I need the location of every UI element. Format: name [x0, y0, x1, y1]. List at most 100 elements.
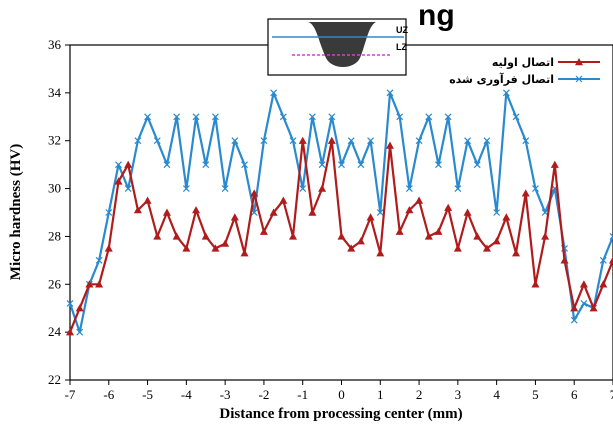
- data-point-cross: [308, 113, 316, 121]
- data-point-triangle: [415, 196, 424, 204]
- x-axis-title: Distance from processing center (mm): [219, 406, 462, 422]
- data-point-triangle: [124, 160, 133, 168]
- data-point-cross: [202, 161, 210, 169]
- data-point-triangle: [560, 256, 569, 264]
- inset-label-uz: UZ: [396, 25, 408, 35]
- data-point-triangle: [308, 208, 317, 216]
- y-tick-label: 26: [48, 276, 62, 291]
- legend-marker-triangle: [575, 58, 583, 66]
- weld-nugget-shape: [292, 22, 392, 67]
- x-tick-label: 7: [610, 387, 613, 402]
- data-point-cross: [134, 137, 142, 145]
- series-layer: [66, 89, 613, 336]
- series-initial: [66, 136, 613, 336]
- data-point-triangle: [153, 232, 162, 240]
- y-tick-label: 30: [48, 181, 61, 196]
- data-point-triangle: [337, 232, 346, 240]
- data-point-triangle: [143, 196, 152, 204]
- data-point-cross: [493, 209, 501, 216]
- data-point-triangle: [347, 244, 356, 252]
- data-point-triangle: [570, 304, 579, 312]
- data-point-cross: [289, 137, 297, 145]
- data-point-triangle: [104, 244, 113, 252]
- data-point-triangle: [75, 304, 84, 312]
- data-point-triangle: [250, 189, 259, 197]
- top-cropped-title: ng: [418, 0, 455, 32]
- data-point-triangle: [66, 328, 74, 336]
- x-tick-label: 4: [493, 387, 500, 402]
- data-point-triangle: [366, 213, 375, 221]
- data-point-triangle: [318, 184, 327, 192]
- x-tick-label: 6: [571, 387, 578, 402]
- data-point-triangle: [201, 232, 210, 240]
- data-point-triangle: [599, 280, 608, 288]
- data-point-triangle: [240, 249, 249, 257]
- data-point-triangle: [230, 213, 239, 221]
- legend-entry-label: اتصال فرآوری شده: [449, 72, 554, 86]
- x-tick-label: -4: [181, 387, 192, 402]
- data-point-triangle: [550, 160, 559, 168]
- data-point-cross: [153, 137, 161, 145]
- data-point-cross: [182, 185, 190, 192]
- data-point-triangle: [589, 304, 598, 312]
- data-point-cross: [483, 137, 491, 145]
- data-point-triangle: [376, 249, 385, 257]
- data-point-triangle: [453, 244, 462, 252]
- data-point-cross: [502, 89, 510, 97]
- data-point-cross: [376, 209, 384, 216]
- data-point-cross: [212, 113, 219, 121]
- data-point-triangle: [473, 232, 482, 240]
- x-tick-label: 2: [416, 387, 423, 402]
- y-tick-label: 34: [48, 85, 62, 100]
- data-point-cross: [115, 161, 122, 169]
- x-axis: -7 -6 -5 -4 -3 -2 -1 0 1 2 3 4 5 6 7: [65, 380, 613, 402]
- y-tick-label: 22: [48, 372, 61, 387]
- x-tick-label: -2: [259, 387, 270, 402]
- data-point-triangle: [114, 177, 123, 185]
- x-tick-label: -1: [297, 387, 308, 402]
- data-point-triangle: [492, 237, 501, 245]
- data-point-cross: [279, 113, 287, 121]
- data-point-triangle: [444, 203, 453, 211]
- x-tick-label: 3: [455, 387, 462, 402]
- data-point-cross: [144, 113, 151, 121]
- data-point-cross: [270, 89, 278, 97]
- data-point-triangle: [424, 232, 433, 240]
- data-point-triangle: [434, 227, 443, 235]
- data-point-triangle: [502, 213, 511, 221]
- data-point-triangle: [162, 208, 171, 216]
- data-point-triangle: [192, 206, 201, 214]
- data-point-cross: [221, 185, 229, 192]
- data-point-cross: [338, 161, 345, 169]
- data-point-triangle: [482, 244, 491, 252]
- data-point-cross: [260, 137, 268, 145]
- x-tick-label: 5: [532, 387, 539, 402]
- data-point-triangle: [289, 232, 298, 240]
- data-point-triangle: [172, 232, 181, 240]
- data-point-cross: [95, 256, 103, 264]
- y-tick-label: 32: [48, 133, 61, 148]
- data-point-cross: [532, 185, 539, 192]
- weld-cross-section-inset: UZ LZ: [267, 18, 408, 76]
- y-axis: 22 24 26 28 30 32 34 36: [48, 37, 70, 387]
- legend-entry-label: اتصال اولیه: [492, 56, 554, 69]
- data-point-cross: [425, 113, 433, 121]
- data-point-triangle: [327, 136, 336, 144]
- data-point-triangle: [133, 206, 142, 214]
- data-point-triangle: [521, 189, 530, 197]
- data-point-cross: [163, 161, 171, 169]
- legend: اتصال اولیه اتصال فرآوری شده: [449, 56, 600, 86]
- y-axis-title: Micro hardness (HV): [8, 144, 24, 280]
- data-point-cross: [66, 300, 74, 307]
- inset-label-lz: LZ: [396, 42, 407, 52]
- data-point-triangle: [541, 232, 550, 240]
- data-point-triangle: [531, 280, 540, 288]
- data-point-cross: [396, 113, 404, 121]
- data-point-cross: [570, 316, 578, 324]
- data-point-triangle: [221, 239, 230, 247]
- data-point-triangle: [298, 136, 307, 144]
- data-point-cross: [328, 113, 336, 121]
- x-tick-label: -3: [220, 387, 231, 402]
- series-processed: [66, 89, 613, 336]
